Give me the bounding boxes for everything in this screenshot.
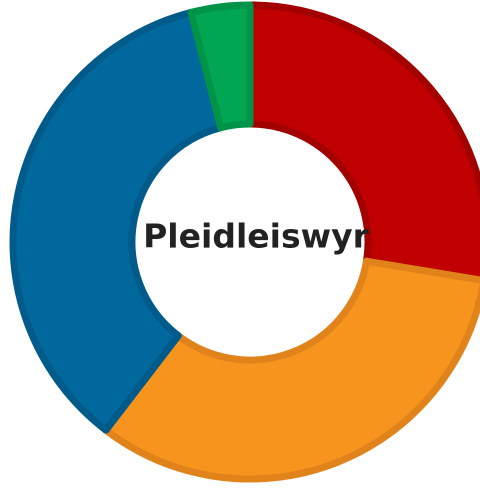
donut-slice — [9, 8, 225, 434]
donut-slice — [102, 257, 480, 483]
donut-slice — [187, 1, 254, 132]
center-title: Pleidleiswyr — [143, 217, 369, 256]
donut-slice — [246, 1, 480, 284]
slices — [9, 1, 480, 483]
